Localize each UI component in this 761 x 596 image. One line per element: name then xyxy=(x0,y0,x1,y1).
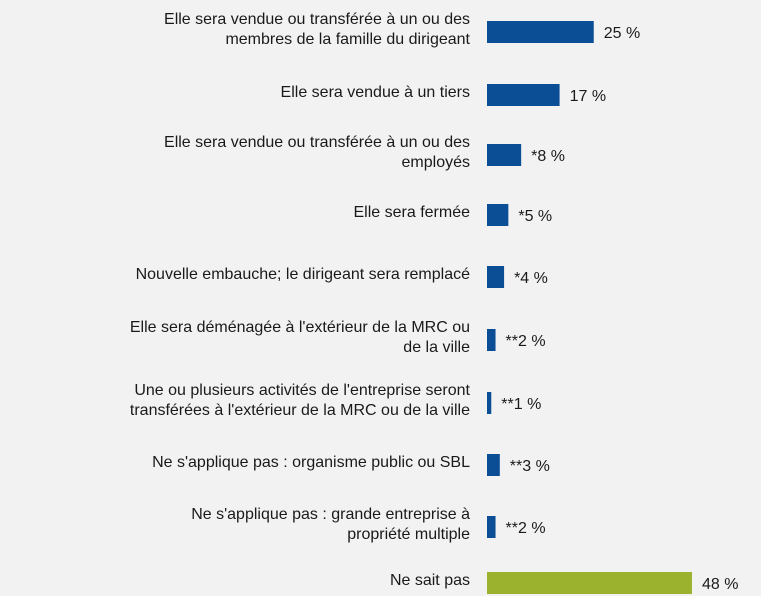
category-label: de la ville xyxy=(403,339,470,356)
category-label: Nouvelle embauche; le dirigeant sera rem… xyxy=(136,266,471,283)
bar xyxy=(487,144,522,166)
category-label: propriété multiple xyxy=(347,526,470,543)
category-label: Ne sait pas xyxy=(390,572,470,589)
category-label: membres de la famille du dirigeant xyxy=(225,31,470,48)
value-label: 17 % xyxy=(570,88,606,105)
value-label: *5 % xyxy=(518,208,552,225)
category-label: Ne s'applique pas : organisme public ou … xyxy=(152,454,470,471)
value-label: *4 % xyxy=(514,270,548,287)
category-label: Elle sera vendue à un tiers xyxy=(281,84,470,101)
category-label: Une ou plusieurs activités de l'entrepri… xyxy=(134,382,470,399)
category-label: Elle sera fermée xyxy=(354,204,471,221)
bar xyxy=(487,21,594,43)
category-label: employés xyxy=(402,154,470,171)
category-label: transférées à l'extérieur de la MRC ou d… xyxy=(130,402,470,419)
value-label: 48 % xyxy=(702,576,738,593)
bar xyxy=(487,266,505,288)
category-label: Ne s'applique pas : grande entreprise à xyxy=(191,506,470,523)
category-label: Elle sera déménagée à l'extérieur de la … xyxy=(130,319,470,336)
category-label: Elle sera vendue ou transférée à un ou d… xyxy=(164,134,470,151)
bar xyxy=(487,392,492,414)
bar xyxy=(487,516,496,538)
category-label: Elle sera vendue ou transférée à un ou d… xyxy=(164,11,470,28)
value-label: 25 % xyxy=(604,25,640,42)
value-label: **1 % xyxy=(501,396,541,413)
bar xyxy=(487,329,496,351)
bar xyxy=(487,572,692,594)
value-label: *8 % xyxy=(531,148,565,165)
bar xyxy=(487,454,500,476)
value-label: **3 % xyxy=(510,458,550,475)
value-label: **2 % xyxy=(506,520,546,537)
bar xyxy=(487,84,560,106)
value-label: **2 % xyxy=(506,333,546,350)
bar xyxy=(487,204,509,226)
